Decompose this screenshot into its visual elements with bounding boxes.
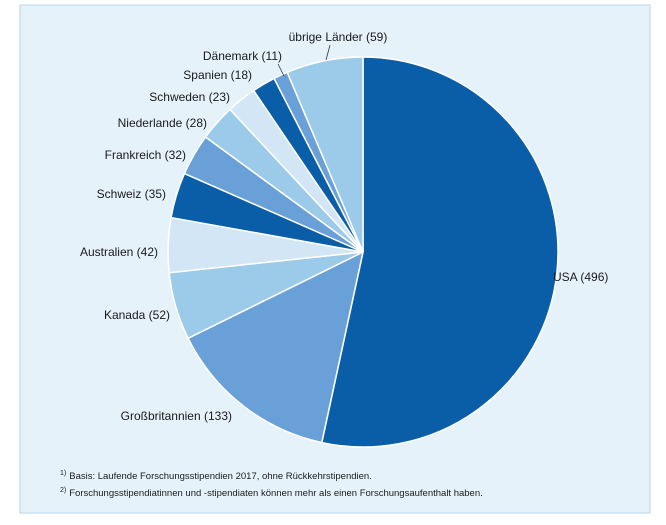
slice-label: Spanien (18) xyxy=(183,68,252,82)
footnote: 2) Forschungsstipendiatinnen und -stipend… xyxy=(60,487,483,499)
leader-line xyxy=(277,63,285,77)
slice-label: übrige Länder (59) xyxy=(289,30,388,44)
slice-label: Schweden (23) xyxy=(149,90,230,104)
slice-label: Frankreich (32) xyxy=(105,148,186,162)
slice-label: Großbritannien (133) xyxy=(121,409,232,423)
pie-slice xyxy=(320,56,559,448)
slice-label: Australien (42) xyxy=(80,245,158,259)
pie-slice xyxy=(286,56,364,253)
footnote-marker: 1) xyxy=(60,470,66,477)
slice-label: Dänemark (11) xyxy=(203,49,282,63)
slice-label: Schweiz (35) xyxy=(97,187,166,201)
footnote-text: Basis: Laufende Forschungsstipendien 201… xyxy=(69,471,372,482)
footnote-text: Forschungsstipendiatinnen und -stipendia… xyxy=(69,488,483,499)
leader-line xyxy=(325,44,331,61)
slice-label: Kanada (52) xyxy=(104,308,170,322)
footnote-marker: 2) xyxy=(60,487,66,494)
slice-label: Niederlande (28) xyxy=(118,116,207,130)
slice-label: USA (496) xyxy=(553,270,608,284)
pie-slice xyxy=(187,250,365,444)
footnote: 1) Basis: Laufende Forschungsstipendien 2… xyxy=(60,470,372,482)
